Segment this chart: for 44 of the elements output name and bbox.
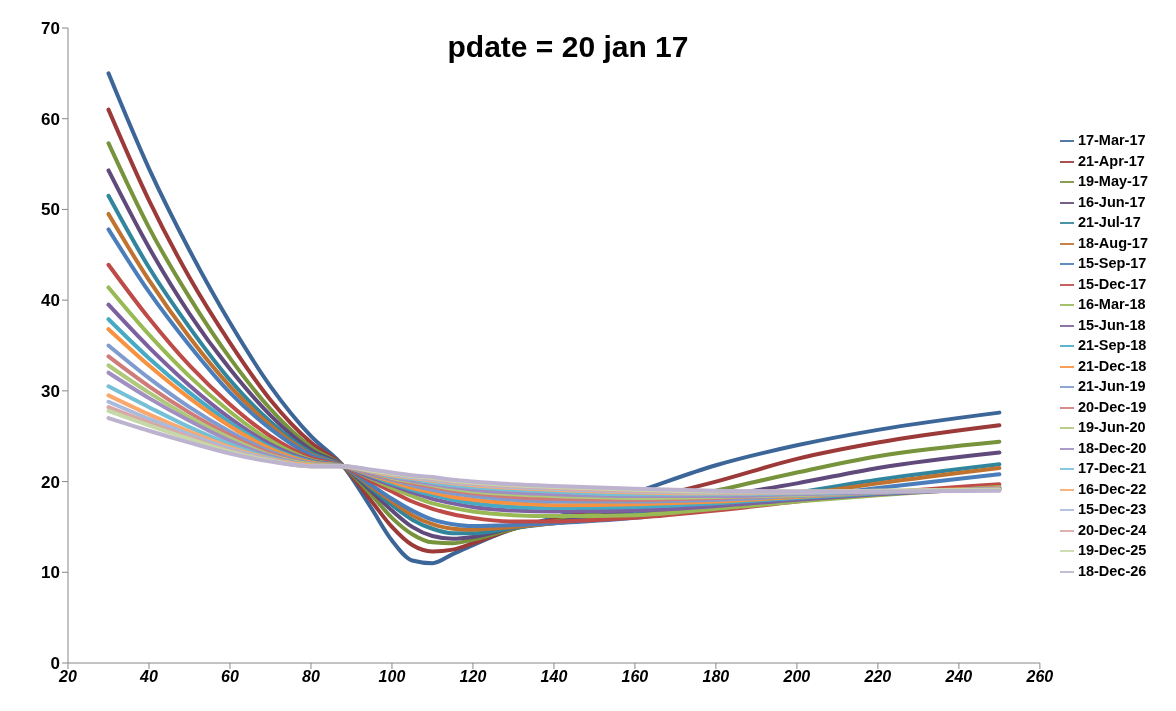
legend-label: 16-Dec-22	[1077, 480, 1147, 497]
legend-label: 15-Jun-18	[1077, 316, 1146, 333]
x-tick-label: 40	[139, 668, 158, 686]
y-tick-label: 60	[41, 109, 60, 129]
legend-label: 21-Jul-17	[1077, 214, 1141, 230]
y-tick-label: 70	[41, 19, 60, 39]
legend-label: 19-Jun-20	[1077, 419, 1146, 435]
x-tick-label: 140	[540, 668, 568, 686]
legend-label: 15-Dec-17	[1077, 275, 1147, 292]
x-tick-label: 180	[702, 668, 730, 686]
legend-label: 21-Dec-18	[1077, 357, 1147, 374]
x-tick-label: 240	[944, 668, 973, 686]
legend-label: 17-Dec-21	[1077, 460, 1147, 476]
legend-label: 16-Mar-18	[1077, 296, 1146, 312]
chart-title: pdate = 20 jan 17	[446, 30, 690, 64]
legend-label: 21-Sep-18	[1077, 337, 1147, 353]
legend-label: 21-Apr-17	[1077, 152, 1145, 169]
legend-label: 18-Dec-26	[1077, 562, 1147, 579]
x-tick-label: 80	[302, 668, 320, 686]
legend-label: 16-Jun-17	[1077, 193, 1146, 210]
legend-label: 20-Dec-19	[1077, 398, 1147, 415]
legend-label: 15-Dec-23	[1077, 501, 1147, 517]
x-tick-label: 200	[782, 668, 811, 686]
legend-label: 19-Dec-25	[1077, 542, 1147, 558]
x-tick-label: 60	[221, 668, 239, 686]
x-tick-label: 100	[378, 668, 406, 686]
legend-label: 19-May-17	[1077, 173, 1148, 189]
x-tick-label: 220	[863, 668, 892, 686]
legend-label: 17-Mar-17	[1077, 132, 1146, 148]
x-tick-label: 120	[459, 668, 487, 686]
legend-label: 18-Aug-17	[1077, 234, 1148, 251]
legend-label: 15-Sep-17	[1077, 255, 1147, 271]
y-tick-label: 40	[41, 291, 60, 311]
y-tick-label: 50	[41, 200, 60, 220]
x-tick-label: 260	[1025, 668, 1054, 686]
x-tick-label: 20	[58, 668, 77, 686]
y-tick-label: 0	[50, 654, 60, 674]
legend-label: 18-Dec-20	[1077, 439, 1147, 456]
y-tick-label: 10	[41, 563, 60, 583]
y-tick-label: 30	[41, 381, 60, 401]
legend-label: 21-Jun-19	[1077, 378, 1146, 394]
legend-label: 20-Dec-24	[1077, 521, 1147, 538]
y-tick-label: 20	[41, 472, 60, 492]
x-tick-label: 160	[621, 668, 649, 686]
